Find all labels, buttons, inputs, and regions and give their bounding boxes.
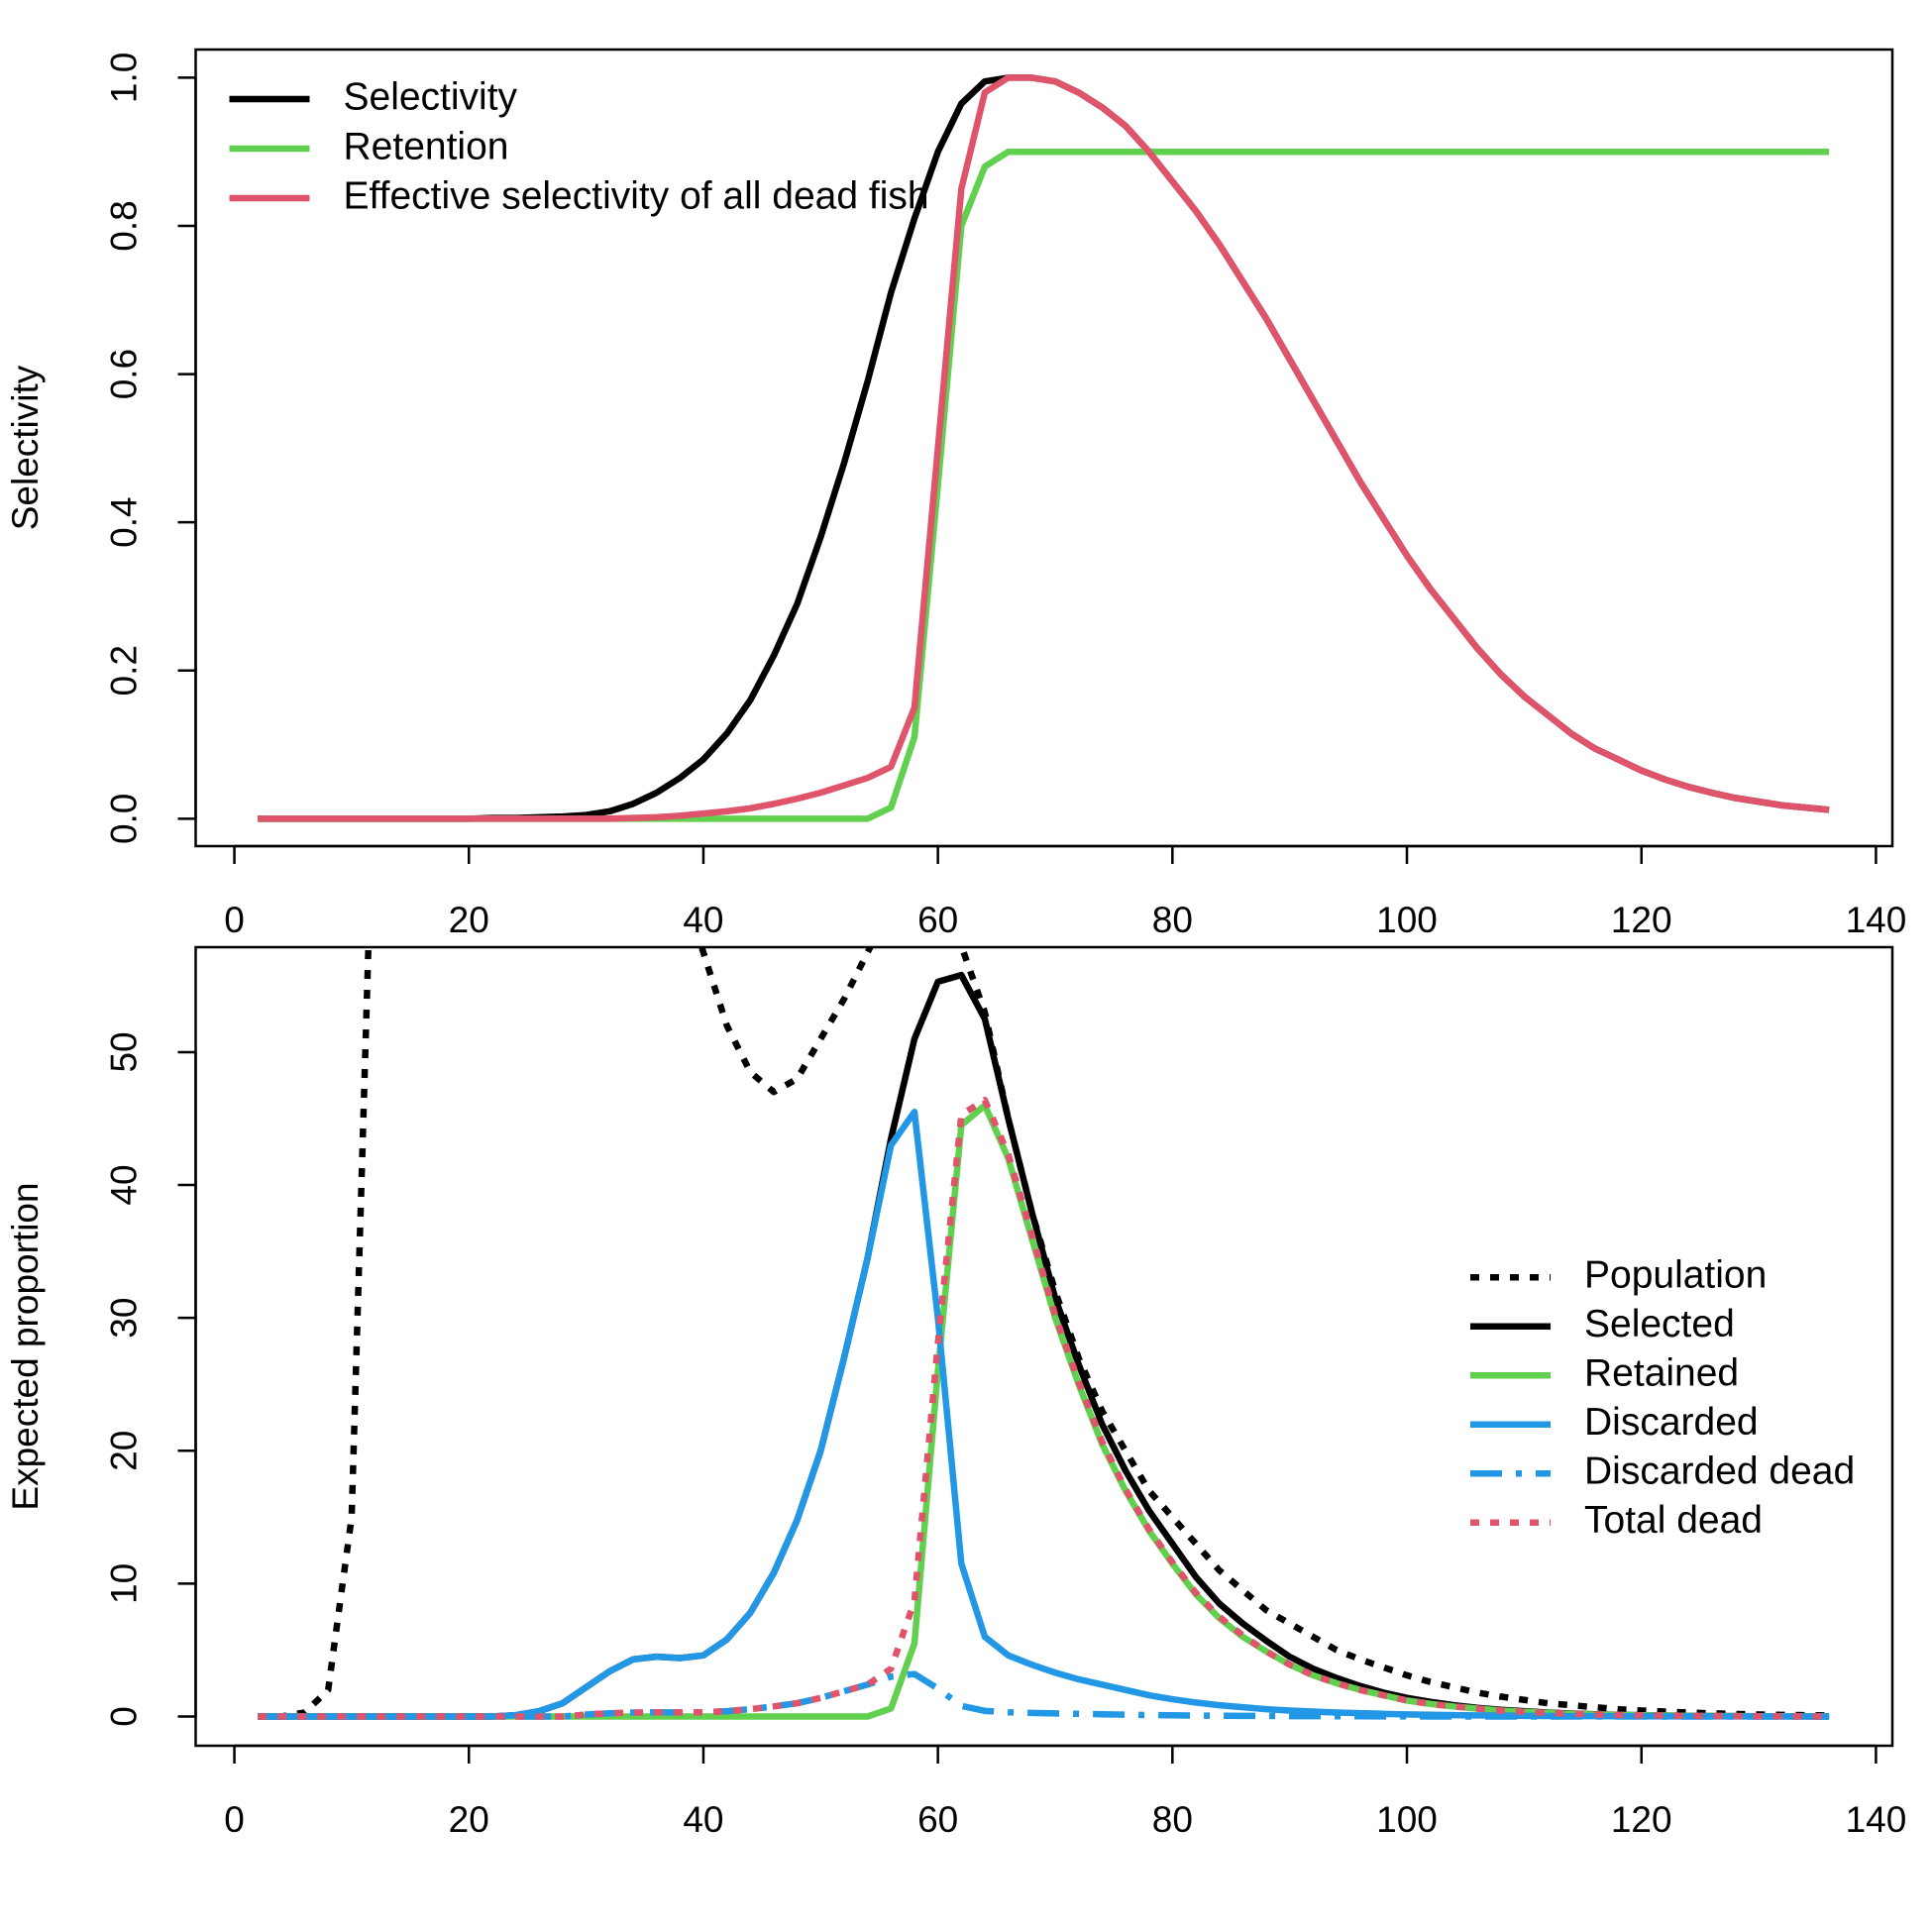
y-tick-label: 20 (103, 1431, 144, 1471)
y-tick-label: 0.0 (103, 794, 144, 844)
legend-label: Discarded (1584, 1401, 1759, 1444)
x-tick-label: 80 (1152, 900, 1193, 940)
y-tick-label: 0.8 (103, 200, 144, 251)
y-tick-label: 40 (103, 1164, 144, 1205)
legend-label: Total dead (1584, 1499, 1763, 1542)
y-tick-label: 30 (103, 1298, 144, 1339)
x-tick-label: 0 (224, 900, 245, 940)
series-group (258, 74, 1830, 822)
x-tick-label: 80 (1152, 1799, 1193, 1840)
x-tick-label: 120 (1611, 900, 1672, 940)
y-tick-label: 50 (103, 1031, 144, 1072)
y-tick-label: 0 (103, 1706, 144, 1727)
x-tick-label: 20 (449, 900, 489, 940)
plot-frame (194, 48, 1894, 848)
x-tick-label: 20 (449, 1799, 489, 1840)
series-line (258, 1096, 1830, 1720)
x-tick-label: 140 (1846, 900, 1907, 940)
series-line (258, 74, 1830, 822)
x-tick-label: 140 (1846, 1799, 1907, 1840)
plot-frame (194, 945, 1894, 1748)
x-tick-label: 100 (1376, 900, 1438, 940)
plot: Selectivity 0 20 40 60 80 100 120 140 0.0 0.2 0.4 0.… (5, 48, 1907, 940)
y-axis-label: Selectivity (5, 365, 46, 530)
x-tick-label: 100 (1376, 1799, 1438, 1840)
series-line (258, 971, 1830, 1720)
legend-label: Retention (344, 125, 509, 167)
x-tick-label: 60 (917, 900, 958, 940)
x-tick-label: 40 (683, 900, 723, 940)
legend-label: Effective selectivity of all dead fish (344, 174, 929, 217)
x-tick-label: 120 (1611, 1799, 1672, 1840)
y-tick-label: 0.2 (103, 645, 144, 696)
series-group (258, 947, 1830, 1720)
y-tick-label: 0.4 (103, 496, 144, 547)
y-tick-label: 0.6 (103, 349, 144, 399)
y-axis-label: Expected proportion (5, 1182, 46, 1510)
legend-label: Retained (1584, 1352, 1739, 1395)
legend-label: Discarded dead (1584, 1450, 1855, 1493)
series-line (258, 1670, 1830, 1720)
x-tick-label: 40 (683, 1799, 723, 1840)
plot: Expected proportion 0 20 40 60 80 100 120 140 0 10… (5, 945, 1907, 1840)
legend-label: Population (1584, 1254, 1767, 1297)
series-line (258, 148, 1830, 822)
y-tick-label: 1.0 (103, 53, 144, 103)
legend-label: Selected (1584, 1303, 1735, 1345)
y-tick-label: 10 (103, 1563, 144, 1604)
x-tick-label: 0 (224, 1799, 245, 1840)
legend-label: Selectivity (344, 75, 518, 118)
x-tick-label: 60 (917, 1799, 958, 1840)
